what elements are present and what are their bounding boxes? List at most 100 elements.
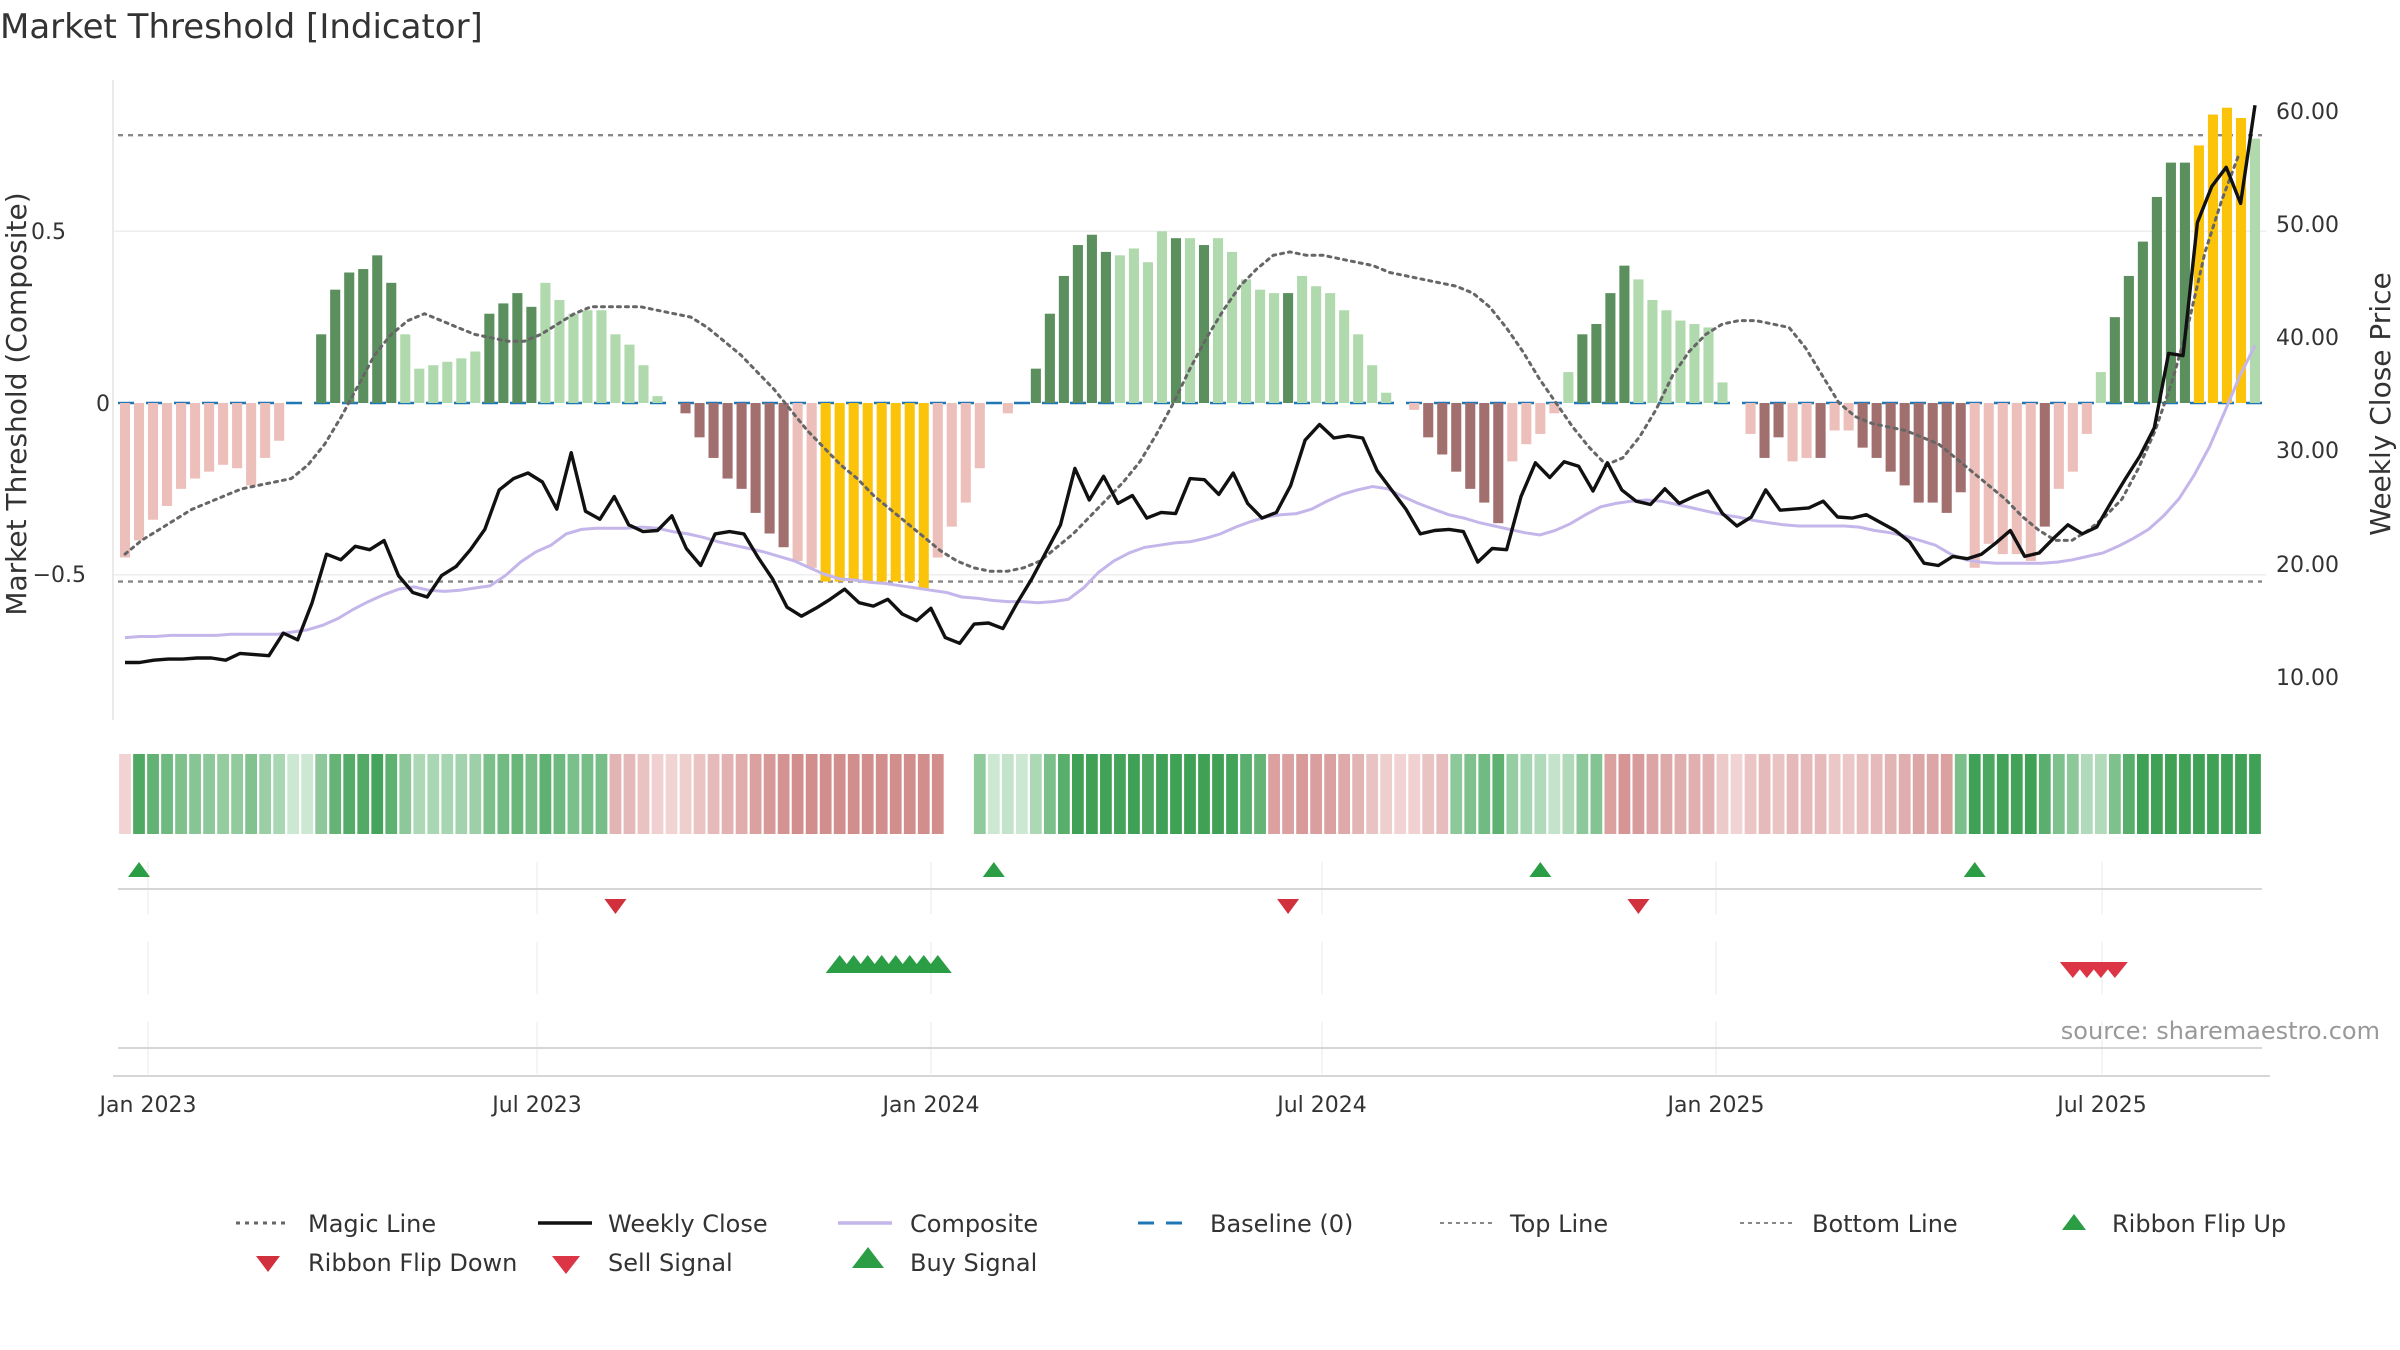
composite-bar bbox=[1647, 299, 1658, 403]
composite-bar bbox=[190, 403, 201, 479]
ribbon-segment bbox=[1968, 754, 1981, 834]
ribbon-segment bbox=[1534, 754, 1547, 834]
ribbon-segment bbox=[931, 754, 944, 834]
ribbon-flip-down-marker bbox=[604, 899, 627, 914]
ribbon-segment bbox=[175, 754, 187, 834]
ribbon-segment bbox=[735, 754, 748, 834]
ribbon-segment bbox=[273, 754, 286, 834]
legend-label: Bottom Line bbox=[1812, 1210, 1958, 1238]
composite-bar bbox=[2025, 403, 2036, 561]
composite-bar bbox=[1030, 368, 1041, 403]
composite-bar bbox=[1367, 365, 1378, 403]
ribbon-segment bbox=[1604, 754, 1617, 834]
composite-bar bbox=[1409, 403, 1420, 410]
ribbon-segment bbox=[889, 754, 902, 834]
composite-bar bbox=[428, 365, 439, 403]
composite-bar bbox=[526, 306, 537, 403]
ribbon-segment bbox=[1478, 754, 1491, 834]
ribbon-flip-up-marker bbox=[1963, 862, 1986, 877]
composite-bar bbox=[1619, 265, 1630, 403]
ribbon-segment bbox=[1254, 754, 1266, 834]
composite-bar bbox=[1549, 403, 1560, 414]
ribbon-segment bbox=[1296, 754, 1308, 834]
composite-bar bbox=[386, 282, 397, 403]
composite-bar bbox=[708, 403, 719, 458]
composite-bar bbox=[624, 344, 635, 403]
composite-bar bbox=[2151, 196, 2162, 403]
ribbon-segment bbox=[1884, 754, 1897, 834]
ribbon-segment bbox=[1758, 754, 1771, 834]
ribbon-segment bbox=[511, 754, 524, 834]
composite-bar bbox=[736, 403, 747, 489]
composite-bar bbox=[2165, 162, 2176, 403]
composite-bar bbox=[1226, 251, 1238, 403]
ribbon-segment bbox=[147, 754, 159, 834]
composite-bar bbox=[1843, 403, 1854, 431]
composite-bar bbox=[834, 403, 845, 582]
price-lines bbox=[123, 104, 2257, 665]
ribbon-segment bbox=[1926, 754, 1939, 834]
ribbon-flip-up-marker bbox=[128, 862, 151, 877]
composite-bar bbox=[119, 403, 131, 558]
composite-bar bbox=[1283, 293, 1294, 403]
ribbon-segment bbox=[1226, 754, 1238, 834]
ribbon-segment bbox=[245, 754, 258, 834]
composite-bar bbox=[540, 282, 551, 403]
ribbon-segment bbox=[133, 754, 145, 834]
ribbon-segment bbox=[623, 754, 636, 834]
ribbon-flip-up-marker bbox=[1529, 862, 1552, 877]
composite-bar bbox=[1465, 403, 1476, 489]
composite-bar bbox=[470, 351, 481, 403]
composite-bar bbox=[638, 365, 649, 403]
buy-signal-marker bbox=[923, 955, 952, 973]
ribbon-segment bbox=[987, 754, 1000, 834]
ribbon-segment bbox=[1702, 754, 1715, 834]
composite-bar bbox=[2179, 162, 2190, 403]
composite-bar bbox=[442, 361, 453, 403]
ribbon-segment bbox=[217, 754, 229, 834]
y2-tick-label: 20.00 bbox=[2276, 553, 2339, 578]
ribbon-segment bbox=[1996, 754, 2009, 834]
composite-bar bbox=[1423, 403, 1434, 438]
composite-bar bbox=[2123, 275, 2134, 403]
x-tick-label: Jul 2025 bbox=[2055, 1093, 2147, 1118]
ribbon-segment bbox=[1842, 754, 1855, 834]
ribbon-segment bbox=[2179, 754, 2191, 834]
composite-bar bbox=[1773, 403, 1784, 438]
y2-tick-label: 50.00 bbox=[2276, 213, 2339, 238]
ribbon-segment bbox=[189, 754, 201, 834]
ribbon-segment bbox=[1282, 754, 1294, 834]
composite-bar bbox=[1493, 403, 1504, 524]
ribbon-segment bbox=[1072, 754, 1084, 834]
y-axis-label: Market Threshold (Composite) bbox=[0, 192, 33, 615]
composite-bar bbox=[1269, 293, 1280, 403]
ribbon-segment bbox=[2010, 754, 2023, 834]
ribbon-segment bbox=[2193, 754, 2205, 834]
ribbon-segment bbox=[2108, 754, 2121, 834]
ribbon-segment bbox=[1912, 754, 1925, 834]
ribbon-segment bbox=[1408, 754, 1421, 834]
ribbon-segment bbox=[777, 754, 790, 834]
ribbon-segment bbox=[329, 754, 342, 834]
ribbon-segment bbox=[1786, 754, 1799, 834]
composite-bar bbox=[1142, 262, 1154, 403]
ribbon-segment bbox=[2038, 754, 2051, 834]
legend-label: Ribbon Flip Down bbox=[308, 1249, 517, 1277]
ribbon-segment bbox=[805, 754, 818, 834]
ribbon-segment bbox=[609, 754, 622, 834]
ribbon-segment bbox=[595, 754, 608, 834]
ribbon-segment bbox=[2207, 754, 2219, 834]
composite-bar bbox=[680, 403, 691, 414]
ribbon-segment bbox=[343, 754, 356, 834]
y-tick-label: 0.5 bbox=[31, 220, 66, 245]
grid-layer bbox=[112, 80, 2266, 720]
composite-bar bbox=[932, 403, 943, 558]
composite-bar bbox=[1913, 403, 1924, 503]
composite-bar bbox=[1815, 403, 1826, 458]
ribbon-segment bbox=[2052, 754, 2065, 834]
composite-bar bbox=[806, 403, 817, 568]
ribbon-segment bbox=[1576, 754, 1589, 834]
ribbon-segment bbox=[861, 754, 874, 834]
ribbon-segment bbox=[203, 754, 215, 834]
ribbon-segment bbox=[637, 754, 650, 834]
